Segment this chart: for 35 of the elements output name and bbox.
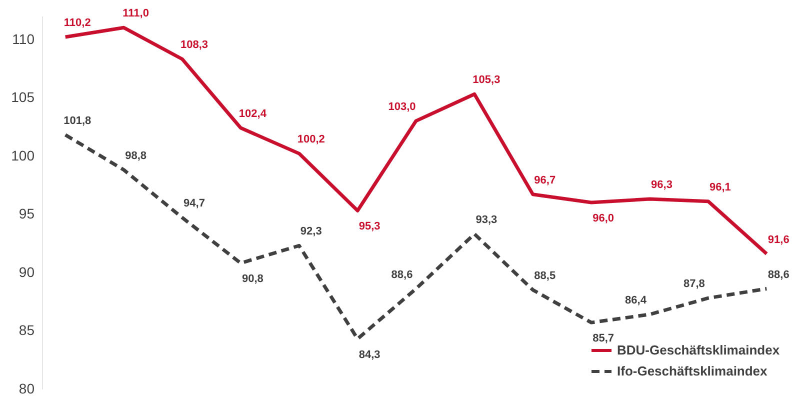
- data-label: 105,3: [472, 74, 500, 86]
- data-label: 110,2: [64, 16, 91, 29]
- y-tick-label: 110: [12, 30, 35, 47]
- data-label: 100,2: [297, 134, 325, 146]
- data-label: 96,1: [709, 181, 731, 194]
- data-label: 111,0: [122, 8, 149, 20]
- data-label: 84,3: [358, 348, 380, 361]
- data-label: 96,3: [651, 179, 672, 192]
- data-label: 91,6: [768, 234, 790, 246]
- data-label: 93,3: [476, 214, 498, 226]
- data-label: 101,8: [64, 114, 92, 127]
- y-tick-label: 85: [18, 322, 35, 338]
- y-tick-label: 100: [11, 147, 35, 164]
- data-label: 90,8: [242, 273, 264, 286]
- data-label: 92,3: [300, 226, 322, 238]
- data-label: 102,4: [238, 108, 268, 120]
- data-label: 98,8: [125, 150, 147, 162]
- data-label: 94,7: [184, 198, 205, 210]
- legend-label: Ifo-Geschäftsklimaindex: [617, 364, 768, 378]
- data-label: 96,7: [534, 174, 556, 186]
- data-label: 108,3: [180, 39, 208, 52]
- data-label: 96,0: [592, 212, 614, 224]
- data-label: 87,8: [683, 278, 705, 290]
- data-label: 86,4: [625, 294, 648, 306]
- data-label: 88,6: [391, 268, 413, 281]
- y-tick-label: 90: [18, 264, 35, 280]
- data-label: 85,7: [592, 332, 614, 345]
- y-tick-label: 80: [18, 380, 35, 396]
- legend-label: BDU-Geschäftsklimaindex: [617, 342, 780, 358]
- data-label: 103,0: [388, 100, 416, 113]
- data-label: 95,3: [358, 220, 380, 233]
- data-label: 88,5: [534, 270, 556, 282]
- data-label: 88,6: [768, 268, 790, 281]
- y-tick-label: 105: [11, 89, 35, 106]
- y-tick-label: 95: [18, 206, 35, 222]
